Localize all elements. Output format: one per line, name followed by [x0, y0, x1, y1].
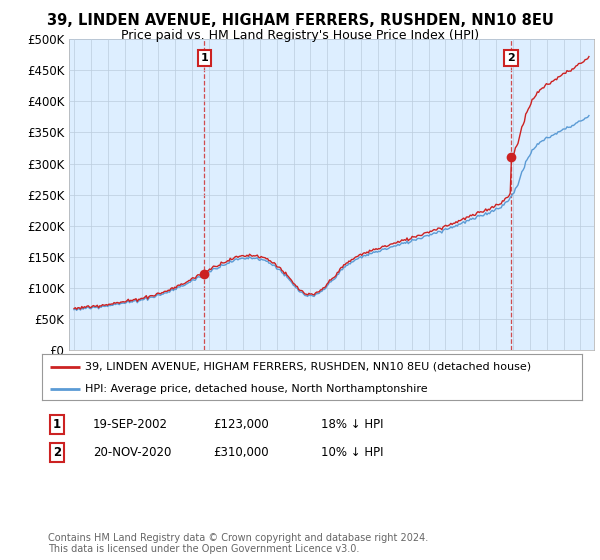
Text: 39, LINDEN AVENUE, HIGHAM FERRERS, RUSHDEN, NN10 8EU (detached house): 39, LINDEN AVENUE, HIGHAM FERRERS, RUSHD… [85, 362, 532, 372]
Text: 2: 2 [53, 446, 61, 459]
Text: 20-NOV-2020: 20-NOV-2020 [93, 446, 172, 459]
Text: £123,000: £123,000 [213, 418, 269, 431]
Text: Contains HM Land Registry data © Crown copyright and database right 2024.
This d: Contains HM Land Registry data © Crown c… [48, 533, 428, 554]
Text: 10% ↓ HPI: 10% ↓ HPI [321, 446, 383, 459]
Text: £310,000: £310,000 [213, 446, 269, 459]
Text: 1: 1 [200, 53, 208, 63]
Text: Price paid vs. HM Land Registry's House Price Index (HPI): Price paid vs. HM Land Registry's House … [121, 29, 479, 42]
Text: 39, LINDEN AVENUE, HIGHAM FERRERS, RUSHDEN, NN10 8EU: 39, LINDEN AVENUE, HIGHAM FERRERS, RUSHD… [47, 13, 553, 28]
Text: HPI: Average price, detached house, North Northamptonshire: HPI: Average price, detached house, Nort… [85, 384, 428, 394]
Text: 1: 1 [53, 418, 61, 431]
Text: 19-SEP-2002: 19-SEP-2002 [93, 418, 168, 431]
Text: 18% ↓ HPI: 18% ↓ HPI [321, 418, 383, 431]
Text: 2: 2 [507, 53, 515, 63]
